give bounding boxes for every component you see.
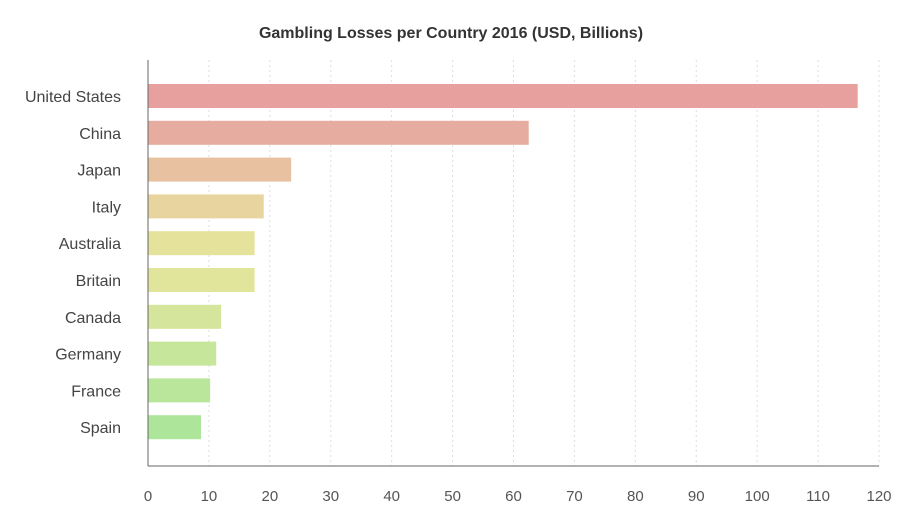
x-tick-label: 10 — [201, 488, 218, 505]
bar-spain[interactable] — [148, 415, 201, 440]
category-label: Italy — [92, 199, 121, 216]
x-tick-label: 120 — [866, 488, 891, 505]
category-label: China — [79, 126, 121, 143]
x-tick-label: 80 — [627, 488, 644, 505]
category-label: United States — [25, 89, 121, 106]
bar-canada[interactable] — [148, 304, 222, 329]
x-tick-label: 0 — [144, 488, 152, 505]
bars — [148, 84, 858, 440]
category-labels: United States China Japan Italy Australia Bri… — [25, 89, 121, 437]
bar-italy[interactable] — [148, 194, 264, 219]
x-tick-label: 70 — [566, 488, 583, 505]
bar-china[interactable] — [148, 120, 529, 145]
category-label: Japan — [77, 163, 121, 180]
x-tick-label: 20 — [261, 488, 278, 505]
x-tick-label: 100 — [745, 488, 770, 505]
bar-britain[interactable] — [148, 268, 255, 292]
x-tick-label: 40 — [383, 488, 400, 505]
x-tick-labels: 0 10 20 30 40 50 60 70 80 90 100 110 120 — [144, 488, 892, 505]
x-tick-label: 30 — [322, 488, 339, 505]
x-tick-label: 110 — [806, 488, 830, 505]
bar-australia[interactable] — [148, 231, 255, 256]
bar-japan[interactable] — [148, 157, 292, 182]
x-tick-label: 90 — [688, 488, 705, 505]
bar-united-states[interactable] — [148, 84, 858, 108]
chart-title: Gambling Losses per Country 2016 (USD, B… — [259, 25, 643, 42]
x-tick-label: 60 — [505, 488, 522, 505]
category-label: Canada — [65, 310, 121, 327]
category-label: Britain — [76, 273, 121, 290]
category-label: Australia — [59, 236, 121, 253]
category-label: Spain — [80, 420, 121, 437]
bar-france[interactable] — [148, 378, 211, 403]
bar-germany[interactable] — [148, 341, 217, 366]
category-label: France — [71, 383, 121, 400]
category-label: Germany — [55, 347, 121, 364]
x-tick-label: 50 — [444, 488, 461, 505]
